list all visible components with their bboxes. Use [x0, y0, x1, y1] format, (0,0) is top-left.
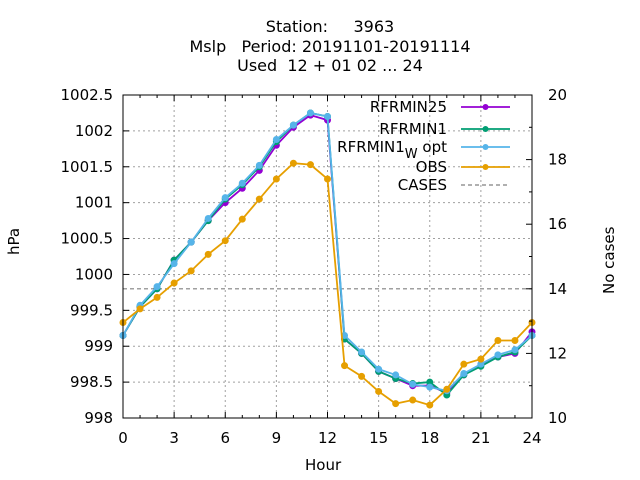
data-point [204, 250, 212, 258]
tick-labels: 0 3 6 9 12 15 18 21 24 998 998.5 999 999.5 1000 1000.5… [61, 86, 568, 447]
data-point [238, 215, 246, 223]
legend-label-suffix: opt [418, 138, 447, 156]
y2-tick-label: 16 [548, 215, 567, 233]
data-point [511, 336, 519, 344]
data-point [204, 214, 212, 222]
x-axis-label: Hour [305, 456, 342, 474]
data-point [306, 109, 314, 117]
legend-label-subscript: W [405, 147, 418, 162]
data-point [409, 396, 417, 404]
data-point [375, 365, 383, 373]
data-point [187, 267, 195, 275]
data-point [358, 372, 366, 380]
data-point [460, 360, 468, 368]
data-point [306, 161, 314, 169]
legend-swatch-marker [482, 144, 489, 150]
x-tick-label: 15 [369, 429, 388, 447]
data-point [477, 355, 485, 363]
x-tick-label: 6 [220, 429, 230, 447]
legend-swatch-marker [482, 164, 489, 170]
y-tick-label: 1002.5 [61, 86, 114, 104]
data-point [170, 260, 178, 268]
data-point [153, 293, 161, 301]
y2-tick-label: 12 [548, 344, 567, 362]
y-tick-label: 1002 [75, 122, 113, 140]
data-point [255, 195, 263, 203]
data-point [255, 161, 263, 169]
y-axis-label: hPa [5, 227, 23, 255]
data-point [392, 400, 400, 408]
x-tick-label: 9 [272, 429, 282, 447]
chart-title-line-2: Mslp Period: 20191101-20191114 [189, 37, 471, 56]
x-tick-label: 12 [318, 429, 337, 447]
data-point [341, 362, 349, 370]
y-tick-label: 1001 [75, 194, 113, 212]
legend-label: RFRMIN25 [370, 98, 447, 116]
data-point [221, 237, 229, 245]
data-point [392, 371, 400, 379]
y-tick-label: 998 [84, 409, 113, 427]
y2-tick-label: 14 [548, 280, 567, 298]
series-3 [119, 159, 536, 409]
legend-label-main: RFRMIN1 [337, 138, 405, 156]
x-tick-label: 18 [420, 429, 439, 447]
x-tick-label: 3 [169, 429, 179, 447]
data-point [494, 351, 502, 359]
chart-title-line-3: Used 12 + 01 02 ... 24 [237, 56, 423, 75]
y-tick-label: 998.5 [70, 373, 113, 391]
data-point [272, 136, 280, 144]
ticks [122, 94, 533, 419]
data-point [272, 175, 280, 183]
data-point [221, 194, 229, 202]
chart-title-line-1: Station: 3963 [265, 17, 395, 36]
legend-label: RFRMIN1W opt [337, 138, 447, 162]
y-tick-label: 1000.5 [61, 230, 114, 248]
legend-swatch-marker [482, 104, 489, 110]
data-point [426, 383, 434, 391]
x-tick-label: 24 [522, 429, 541, 447]
data-point [511, 346, 519, 354]
data-point [460, 369, 468, 377]
y2-tick-label: 20 [548, 86, 567, 104]
y-tick-label: 1000 [75, 265, 113, 283]
data-point [136, 305, 144, 313]
data-point [375, 387, 383, 395]
y-tick-label: 999.5 [70, 301, 113, 319]
data-point [426, 401, 434, 409]
legend-label: OBS [416, 158, 447, 176]
y2-tick-label: 10 [548, 409, 567, 427]
data-point [443, 385, 451, 393]
data-point [324, 113, 331, 121]
legend-swatch-marker [482, 126, 489, 132]
data-point [170, 279, 178, 287]
data-point [289, 159, 297, 167]
legend-label: RFRMIN1 [379, 120, 447, 138]
legend-label: CASES [398, 176, 447, 194]
y2-tick-label: 18 [548, 151, 567, 169]
x-tick-label: 21 [471, 429, 490, 447]
y-tick-label: 999 [84, 337, 113, 355]
y-tick-label: 1001.5 [61, 158, 114, 176]
y2-axis-label: No cases [600, 226, 618, 294]
data-point [494, 336, 502, 344]
data-point [153, 283, 161, 291]
data-point [409, 380, 417, 388]
data-point [187, 238, 195, 246]
data-point [324, 175, 331, 183]
x-tick-label: 0 [118, 429, 128, 447]
series-layer [119, 109, 536, 409]
data-point [289, 121, 297, 129]
data-point [358, 348, 366, 356]
data-point [238, 179, 246, 187]
